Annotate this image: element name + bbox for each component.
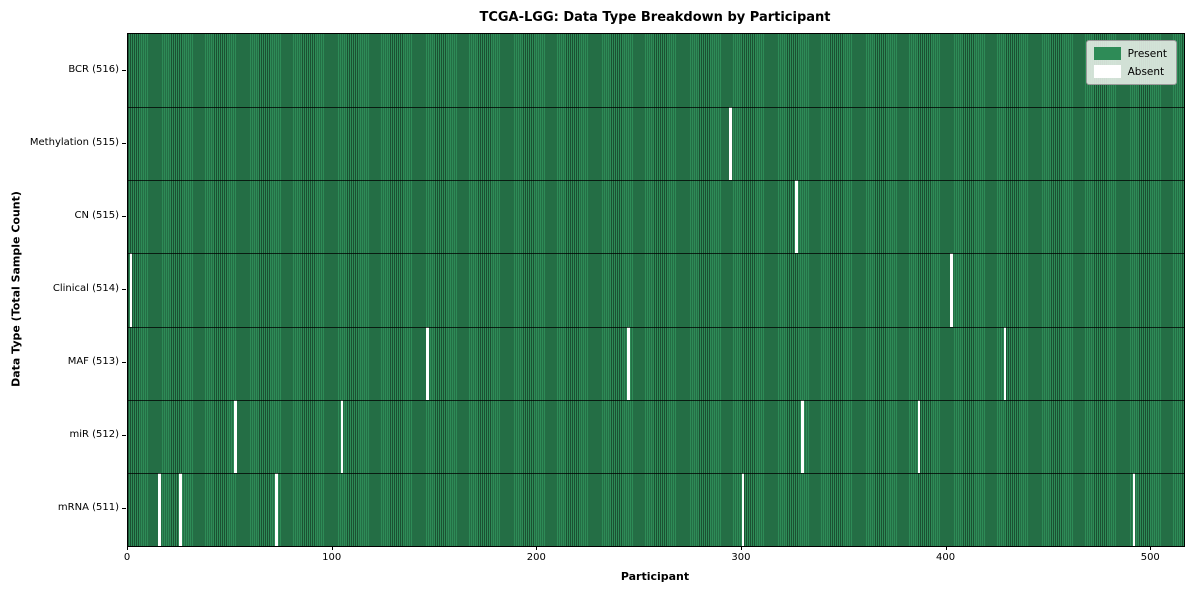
x-tick-mark (740, 546, 742, 550)
y-tick-mark (122, 69, 126, 71)
y-tick-label-Methylation: Methylation (515) (29, 136, 119, 148)
legend-swatch-absent (1093, 65, 1121, 78)
absent-marker-miR-329 (801, 399, 804, 473)
x-tick-mark (945, 546, 947, 550)
x-tick-label-0: 0 (123, 552, 131, 563)
heatmap-row-CN (128, 180, 1184, 254)
x-axis-label: Participant (620, 570, 690, 583)
absent-marker-MAF-428 (1003, 326, 1007, 400)
heatmap-row-miR (128, 399, 1184, 473)
row-separator (128, 472, 1184, 474)
absent-marker-mRNA-25 (178, 472, 182, 546)
y-tick-label-miR: miR (512) (69, 429, 119, 441)
absent-marker-MAF-146 (426, 326, 430, 400)
x-tick-label-400: 400 (936, 552, 956, 563)
legend: Present Absent (1085, 40, 1177, 85)
heatmap-row-mRNA (128, 472, 1184, 546)
y-tick-mark (122, 508, 126, 510)
plot-area: Present Absent (127, 33, 1185, 547)
y-tick-mark (122, 142, 126, 144)
absent-marker-Clinical-402 (950, 253, 954, 327)
x-tick-label-300: 300 (731, 552, 751, 563)
legend-entry-absent: Absent (1093, 65, 1167, 78)
absent-marker-miR-386 (917, 399, 921, 473)
x-tick-mark (1150, 546, 1152, 550)
absent-marker-CN-326 (794, 180, 798, 254)
absent-marker-mRNA-300 (741, 472, 745, 546)
y-tick-label-CN: CN (515) (74, 209, 119, 221)
absent-marker-mRNA-15 (158, 472, 162, 546)
row-separator (128, 107, 1184, 109)
chart-title: TCGA-LGG: Data Type Breakdown by Partici… (479, 10, 831, 25)
heatmap-row-MAF (128, 326, 1184, 400)
y-tick-label-BCR: BCR (516) (68, 63, 119, 75)
absent-marker-miR-52 (234, 399, 237, 473)
y-tick-label-Clinical: Clinical (514) (52, 283, 119, 294)
row-separator (128, 399, 1184, 401)
absent-marker-mRNA-491 (1132, 472, 1136, 546)
absent-marker-miR-104 (340, 399, 344, 473)
y-tick-mark (122, 435, 126, 437)
absent-marker-Clinical-1 (129, 253, 133, 327)
x-tick-mark (127, 546, 128, 550)
y-tick-mark (122, 289, 126, 290)
legend-label-absent: Absent (1127, 65, 1165, 78)
y-tick-mark (122, 362, 126, 364)
x-tick-label-500: 500 (1140, 552, 1160, 563)
x-tick-label-200: 200 (526, 552, 546, 563)
absent-marker-mRNA-72 (275, 472, 278, 546)
heatmap-row-Methylation (128, 107, 1184, 181)
x-tick-mark (536, 546, 538, 550)
y-tick-label-MAF: MAF (513) (67, 356, 119, 368)
y-tick-mark (122, 215, 126, 217)
legend-swatch-present (1093, 47, 1121, 60)
absent-marker-MAF-244 (627, 326, 630, 400)
x-tick-label-100: 100 (322, 552, 342, 563)
y-axis-label: Data Type (Total Sample Count) (9, 191, 23, 387)
x-tick-mark (331, 546, 333, 550)
row-separator (128, 180, 1184, 182)
legend-label-present: Present (1127, 47, 1167, 60)
heatmap-row-Clinical (128, 253, 1184, 327)
y-tick-label-mRNA: mRNA (511) (57, 502, 119, 514)
legend-entry-present: Present (1093, 47, 1167, 60)
row-separator (128, 326, 1184, 328)
absent-marker-Methylation-294 (729, 107, 732, 181)
heatmap-row-BCR (128, 34, 1184, 108)
row-separator (128, 253, 1184, 255)
